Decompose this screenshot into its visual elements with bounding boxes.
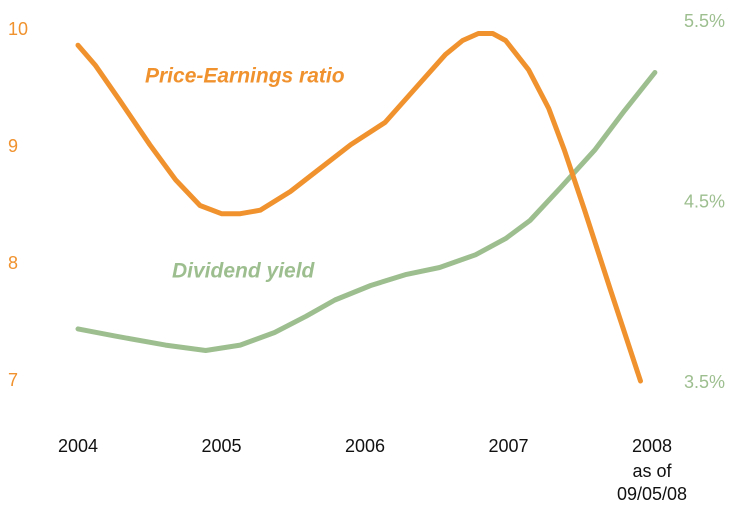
y2-tick-label: 3.5%	[684, 372, 725, 392]
x-note: as of	[632, 461, 672, 481]
x-tick-label: 2006	[345, 436, 385, 456]
x-tick-label: 2007	[488, 436, 528, 456]
series-label: Dividend yield	[172, 260, 316, 283]
x-note: 09/05/08	[617, 484, 687, 504]
y2-tick-label: 5.5%	[684, 11, 725, 31]
y-tick-label: 9	[8, 136, 18, 156]
x-tick-label: 2008	[632, 436, 672, 456]
y-tick-label: 8	[8, 253, 18, 273]
y2-tick-label: 4.5%	[684, 191, 725, 211]
series-line	[75, 31, 643, 384]
y-tick-label: 7	[8, 370, 18, 390]
series-line	[75, 70, 658, 353]
series-label: Price-Earnings ratio	[145, 65, 345, 88]
y-tick-label: 10	[8, 19, 28, 39]
x-tick-label: 2004	[58, 436, 98, 456]
x-tick-label: 2005	[201, 436, 241, 456]
